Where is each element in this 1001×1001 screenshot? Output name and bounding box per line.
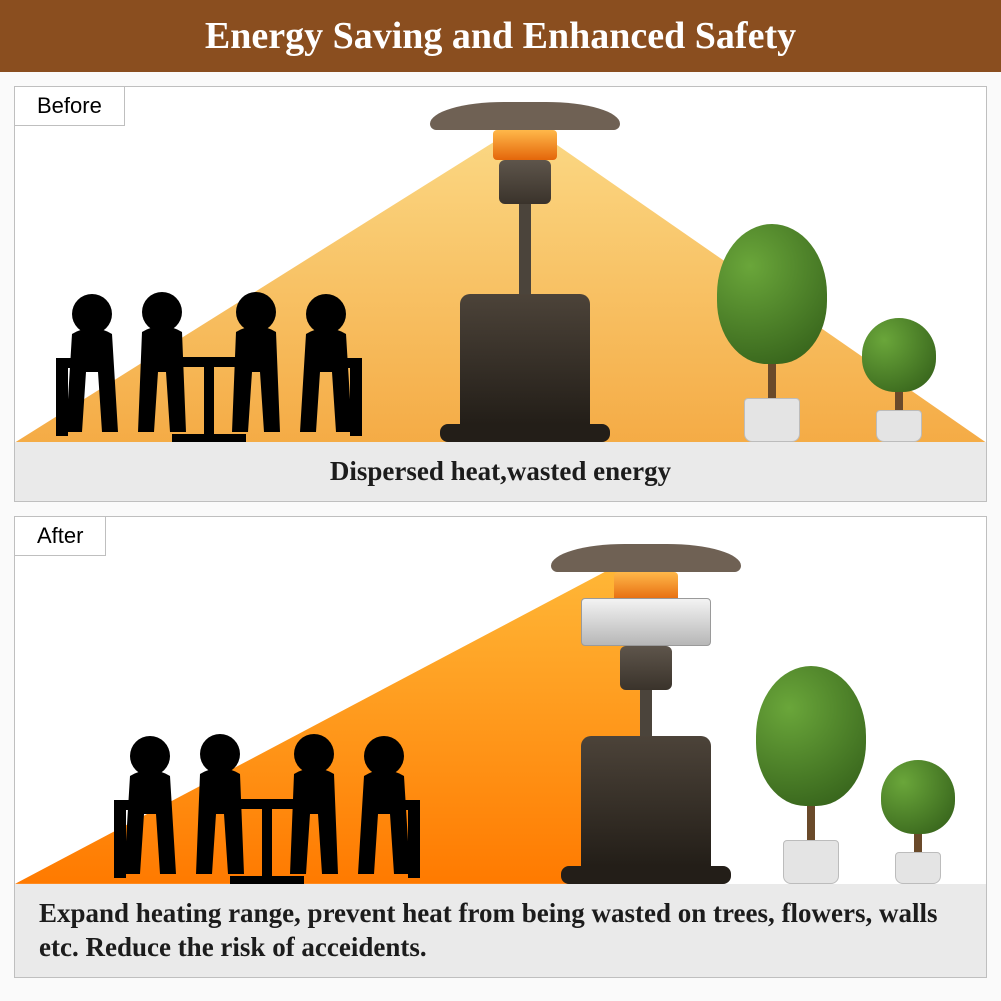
plant-large	[756, 666, 866, 884]
plant-small	[881, 760, 955, 884]
badge-before: Before	[15, 87, 125, 126]
patio-heater	[430, 102, 620, 442]
caption-before: Dispersed heat,wasted energy	[15, 442, 986, 501]
diners-icon	[44, 262, 374, 442]
caption-after: Expand heating range, prevent heat from …	[15, 884, 986, 977]
scene-after: After	[15, 517, 986, 884]
plant-large	[717, 224, 827, 442]
diners-silhouette	[44, 262, 374, 442]
infographic-root: Energy Saving and Enhanced Safety Before	[0, 0, 1001, 1001]
panel-after: After	[14, 516, 987, 978]
diners-silhouette	[102, 704, 432, 884]
badge-after: After	[15, 517, 106, 556]
reflector-shield	[581, 598, 711, 646]
panel-before: Before	[14, 86, 987, 502]
patio-heater-with-reflector	[551, 544, 741, 884]
title-bar: Energy Saving and Enhanced Safety	[0, 0, 1001, 72]
diners-icon	[102, 704, 432, 884]
plant-small	[862, 318, 936, 442]
scene-before: Before	[15, 87, 986, 442]
